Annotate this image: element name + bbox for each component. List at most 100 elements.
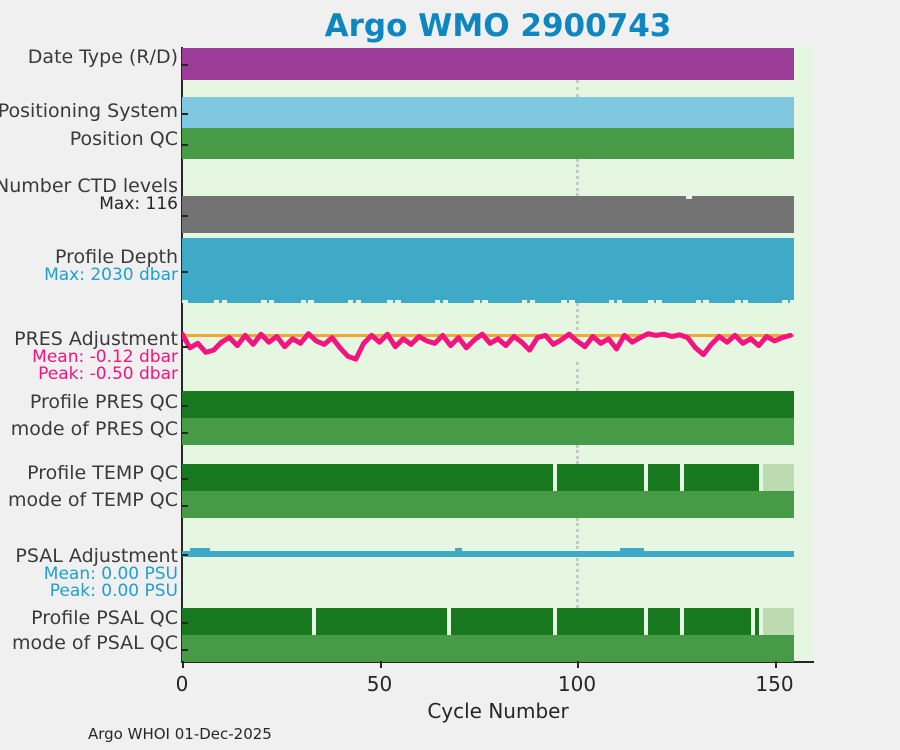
- depth-notch: [742, 300, 749, 303]
- band-profile-psal-qc: [683, 608, 751, 635]
- y-axis-line: [181, 47, 183, 662]
- depth-notch: [695, 300, 702, 303]
- row-label-psal-adjustment: PSAL Adjustment Mean: 0.00 PSU Peak: 0.00 …: [15, 547, 178, 600]
- row-label-position-qc: Position QC: [70, 130, 178, 149]
- row-label-text: mode of PRES QC: [10, 418, 178, 440]
- y-tick: [181, 214, 188, 217]
- band-mode-of-psal-qc: [182, 635, 795, 662]
- x-tick-label: 50: [366, 672, 393, 696]
- depth-notch: [442, 300, 449, 303]
- row-label-profile-temp-qc: Profile TEMP QC: [27, 464, 178, 483]
- depth-notch: [347, 300, 354, 303]
- row-label-text: Positioning System: [0, 100, 178, 122]
- depth-notch: [308, 300, 314, 303]
- depth-notch: [616, 300, 623, 303]
- row-sublabel: Mean: 0.00 PSU: [43, 564, 178, 584]
- row-label-profile-depth: Profile Depth Max: 2030 dbar: [44, 248, 178, 284]
- row-label-mode-of-pres-qc: mode of PRES QC: [11, 420, 178, 439]
- y-tick: [181, 404, 188, 407]
- depth-notch: [703, 300, 709, 303]
- x-tick: [379, 661, 382, 668]
- row-label-text: Date Type (R/D): [27, 46, 178, 68]
- row-label-text: mode of PSAL QC: [12, 632, 178, 654]
- depth-notch: [387, 300, 393, 303]
- row-sublabel: Mean: -0.12 dbar: [32, 347, 178, 367]
- band-profile-temp-qc: [182, 464, 554, 491]
- gridline-cycle-100: [576, 445, 579, 464]
- depth-notch: [474, 300, 480, 303]
- band-profile-psal-qc: [316, 608, 447, 635]
- psal-adjustment-line: [182, 551, 795, 557]
- y-tick: [181, 648, 188, 651]
- band-profile-pres-qc: [182, 391, 795, 418]
- psal-bump: [620, 548, 645, 552]
- band-profile-temp-qc: [557, 464, 645, 491]
- depth-notch: [648, 300, 654, 303]
- row-label-profile-psal-qc: Profile PSAL QC: [31, 609, 178, 628]
- band-light-profile-temp-qc: [762, 464, 795, 491]
- band-date-type-r-d: [182, 48, 795, 80]
- pres-reference-line: [182, 334, 795, 337]
- depth-notch: [434, 300, 441, 303]
- page-title: Argo WMO 2900743: [324, 8, 672, 44]
- y-tick: [181, 112, 188, 115]
- depth-notch: [261, 300, 267, 303]
- footer-credit: Argo WHOI 01-Dec-2025: [88, 725, 272, 743]
- row-label-text: PRES Adjustment: [14, 328, 178, 350]
- y-tick: [181, 621, 188, 624]
- gridline-cycle-100: [576, 303, 579, 330]
- gridline-cycle-100: [576, 159, 579, 196]
- row-label-mode-of-psal-qc: mode of PSAL QC: [12, 634, 178, 653]
- depth-notch: [221, 300, 228, 303]
- band-positioning-system: [182, 97, 795, 128]
- y-tick: [181, 477, 188, 480]
- band-mode-of-temp-qc: [182, 491, 795, 518]
- row-label-mode-of-temp-qc: mode of TEMP QC: [8, 491, 178, 510]
- depth-notch: [482, 300, 488, 303]
- band-profile-temp-qc: [683, 464, 759, 491]
- band-number-ctd-levels: [182, 196, 795, 233]
- band-profile-depth: [182, 238, 795, 303]
- row-label-number-ctd-levels: Number CTD levels Max: 116: [0, 177, 178, 213]
- y-tick: [181, 270, 188, 273]
- row-label-text: Position QC: [69, 128, 178, 150]
- band-profile-psal-qc: [182, 608, 313, 635]
- psal-bump: [454, 548, 463, 552]
- x-tick-label: 0: [175, 672, 189, 696]
- depth-notch: [656, 300, 662, 303]
- row-sublabel: Peak: -0.50 dbar: [38, 364, 178, 384]
- y-tick: [181, 346, 188, 348]
- depth-notch: [521, 300, 528, 303]
- row-label-text: PSAL Adjustment: [15, 545, 178, 567]
- row-label-profile-pres-qc: Profile PRES QC: [30, 393, 178, 412]
- band-profile-psal-qc: [450, 608, 554, 635]
- x-tick: [182, 661, 184, 668]
- band-profile-psal-qc: [648, 608, 680, 635]
- depth-notch: [569, 300, 575, 303]
- row-sublabel: Max: 2030 dbar: [44, 265, 178, 285]
- ctd-notch: [685, 196, 692, 199]
- band-light-profile-psal-qc: [762, 608, 795, 635]
- row-label-pres-adjustment: PRES Adjustment Mean: -0.12 dbar Peak: -0.…: [14, 330, 178, 383]
- depth-notch: [300, 300, 307, 303]
- row-label-text: Profile Depth: [55, 246, 178, 268]
- band-position-qc: [182, 128, 795, 159]
- row-label-text: Profile PRES QC: [29, 391, 178, 413]
- row-label-positioning-system: Positioning System: [0, 102, 178, 121]
- depth-notch: [213, 300, 220, 303]
- depth-notch: [355, 300, 362, 303]
- depth-notch: [735, 300, 741, 303]
- row-sublabel: Peak: 0.00 PSU: [49, 581, 178, 601]
- gridline-cycle-100: [576, 362, 579, 391]
- x-axis-label: Cycle Number: [427, 699, 569, 723]
- x-tick: [577, 661, 579, 668]
- row-label-text: mode of TEMP QC: [8, 489, 178, 511]
- x-axis-line: [181, 661, 814, 663]
- x-tick-label: 150: [755, 672, 794, 696]
- band-mode-of-pres-qc: [182, 418, 795, 445]
- y-tick: [181, 143, 188, 146]
- row-label-text: Profile PSAL QC: [31, 607, 178, 629]
- band-profile-temp-qc: [648, 464, 680, 491]
- row-label-text: Number CTD levels: [0, 175, 178, 197]
